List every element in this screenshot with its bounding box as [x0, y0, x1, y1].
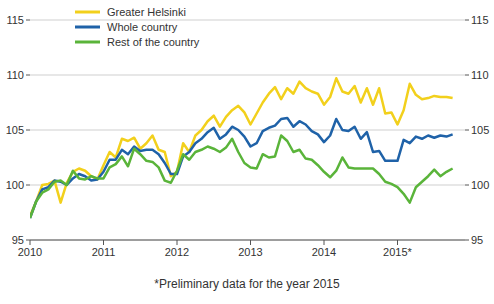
x-tick [103, 240, 104, 245]
y2-tick-label: 100 [471, 179, 489, 191]
y2-tick [465, 75, 469, 76]
legend-label: Whole country [107, 21, 178, 33]
y2-tick [465, 185, 469, 186]
x-tick-label: 2015* [383, 246, 412, 258]
y2-tick [465, 240, 469, 241]
y2-tick-label: 95 [471, 234, 483, 246]
legend-label: Rest of the country [107, 36, 200, 48]
x-tick-label: 2010 [18, 246, 42, 258]
footnote: *Preliminary data for the year 2015 [154, 277, 340, 291]
plot-area [30, 78, 453, 218]
y-tick-label: 110 [6, 69, 24, 81]
grid-line [30, 240, 465, 241]
y-tick-label: 100 [6, 179, 24, 191]
y-tick-label: 115 [6, 14, 24, 26]
y-tick-label: 105 [6, 124, 24, 136]
legend-swatch [75, 41, 100, 44]
chart: 95 100 105 110 115 95 100 105 110 115 2010 2011 2012… [0, 0, 494, 304]
x-tick-label: 2013 [238, 246, 262, 258]
grid-line [30, 75, 465, 76]
x-tick-label: 2014 [312, 246, 336, 258]
grid-line [30, 185, 465, 186]
grid-line [30, 130, 465, 131]
x-tick [397, 240, 398, 245]
y-tick [26, 240, 30, 241]
y-tick [26, 20, 30, 21]
y2-tick [465, 20, 469, 21]
x-tick-label: 2011 [92, 246, 116, 258]
legend-swatch [75, 11, 100, 14]
y2-tick [465, 130, 469, 131]
x-tick [30, 240, 31, 245]
x-tick-label: 2012 [165, 246, 189, 258]
y2-tick-label: 105 [471, 124, 489, 136]
x-axis [30, 240, 465, 241]
y-tick [26, 185, 30, 186]
y-tick [26, 130, 30, 131]
x-tick [250, 240, 251, 245]
y-tick-label: 95 [12, 234, 24, 246]
y-tick [26, 75, 30, 76]
series-line [30, 136, 453, 219]
x-tick [324, 240, 325, 245]
series-line [30, 118, 453, 218]
grid-line [30, 20, 465, 21]
x-tick [177, 240, 178, 245]
legend-swatch [75, 26, 100, 29]
legend-label: Greater Helsinki [107, 6, 186, 18]
y2-tick-label: 115 [471, 14, 489, 26]
y2-tick-label: 110 [471, 69, 489, 81]
series-line [30, 78, 453, 216]
